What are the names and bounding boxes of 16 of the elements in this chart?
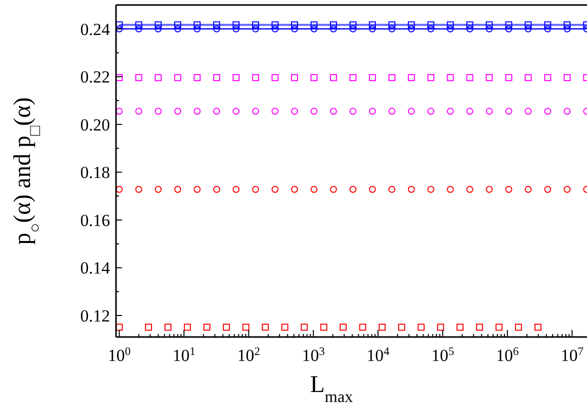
x-tick-label: 10$^{1}$ bbox=[172, 344, 196, 365]
x-tick-label: 10$^{0}$ bbox=[108, 344, 131, 365]
x-tick-label: 10$^{6}$ bbox=[496, 344, 520, 365]
x-tick-label: 10$^{4}$ bbox=[366, 344, 390, 365]
y-tick-label: 0.22 bbox=[80, 68, 110, 87]
x-tick-label: 10$^{5}$ bbox=[431, 344, 454, 365]
y-tick-label: 0.20 bbox=[80, 115, 110, 134]
y-tick-label: 0.12 bbox=[80, 306, 110, 326]
y-tick-label: 0.24 bbox=[80, 20, 110, 39]
x-axis-title: L$_{max}$ bbox=[310, 372, 353, 403]
x-tick-label: 10$^{2}$ bbox=[237, 344, 260, 365]
y-tick-label: 0.16 bbox=[80, 210, 110, 230]
x-tick-label: 10$^{7}$ bbox=[560, 344, 584, 365]
y-tick-label: 0.18 bbox=[80, 163, 110, 182]
y-tick-label: 0.14 bbox=[80, 258, 110, 278]
x-tick-label: 10$^{3}$ bbox=[302, 344, 325, 365]
